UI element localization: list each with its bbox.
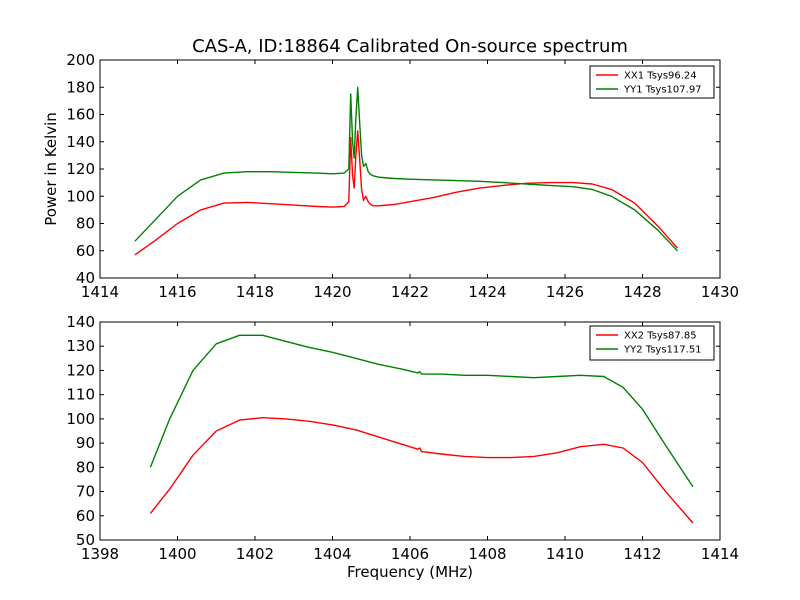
legend-label: XX2 Tsys87.85 [624, 331, 697, 342]
y-tick-label: 120 [66, 160, 95, 178]
series-line-2-2 [149, 334, 694, 488]
legend-label: XX1 Tsys96.24 [624, 71, 697, 82]
x-tick-label: 1426 [546, 283, 584, 301]
x-tick-label: 1424 [468, 283, 506, 301]
x-tick-label: 1402 [236, 545, 274, 563]
y-tick-label: 40 [76, 269, 95, 287]
legend-label: YY2 Tsys117.51 [623, 345, 702, 356]
x-tick-label: 1428 [623, 283, 661, 301]
y-tick-label: 100 [66, 187, 95, 205]
y-tick-label: 130 [66, 337, 95, 355]
legend-box [589, 325, 715, 361]
legend-2: XX2 Tsys87.85 YY2 Tsys117.51 [589, 325, 715, 361]
y-tick-label: 80 [76, 458, 95, 476]
y-tick-label: 80 [76, 215, 95, 233]
series-line-1-2 [134, 86, 678, 252]
x-tick-label: 1414 [701, 545, 739, 563]
y-tick-label: 140 [66, 313, 95, 331]
figure-title: CAS-A, ID:18864 Calibrated On-source spe… [192, 36, 628, 57]
y-tick-label: 180 [66, 78, 95, 96]
y-tick-label: 100 [66, 410, 95, 428]
y-tick-label: 140 [66, 133, 95, 151]
legend-1: XX1 Tsys96.24 YY1 Tsys107.97 [589, 65, 715, 99]
y-tick-label: 50 [76, 531, 95, 549]
y-axis-label: Power in Kelvin [42, 112, 60, 226]
x-tick-label: 1430 [701, 283, 739, 301]
y-tick-label: 120 [66, 361, 95, 379]
series-line-1-1 [134, 130, 678, 256]
x-tick-label: 1398 [81, 545, 119, 563]
top-plot-panel: 1414 1416 1418 1420 1422 1424 1426 1428 1430 40 60… [42, 51, 739, 301]
y-tick-label: 90 [76, 434, 95, 452]
y-tick-label: 70 [76, 483, 95, 501]
y-tick-label: 60 [76, 507, 95, 525]
x-tick-label: 1408 [468, 545, 506, 563]
legend-box [589, 65, 715, 99]
bottom-plot-panel: 1398 1400 1402 1404 1406 1408 1410 1412 1414 50 60… [66, 313, 739, 581]
x-tick-label: 1410 [546, 545, 584, 563]
x-tick-label: 1420 [313, 283, 351, 301]
x-tick-label: 1412 [623, 545, 661, 563]
x-tick-label: 1404 [313, 545, 351, 563]
x-axis-label: Frequency (MHz) [347, 563, 473, 581]
x-tick-label: 1414 [81, 283, 119, 301]
x-tick-label: 1416 [158, 283, 196, 301]
y-tick-label: 110 [66, 386, 95, 404]
y-tick-label: 200 [66, 51, 95, 69]
y-tick-label: 160 [66, 106, 95, 124]
series-line-2-1 [149, 417, 694, 524]
x-tick-label: 1406 [391, 545, 429, 563]
x-tick-label: 1400 [158, 545, 196, 563]
y-tick-label: 60 [76, 242, 95, 260]
x-tick-label: 1422 [391, 283, 429, 301]
x-tick-label: 1418 [236, 283, 274, 301]
legend-label: YY1 Tsys107.97 [623, 85, 702, 96]
